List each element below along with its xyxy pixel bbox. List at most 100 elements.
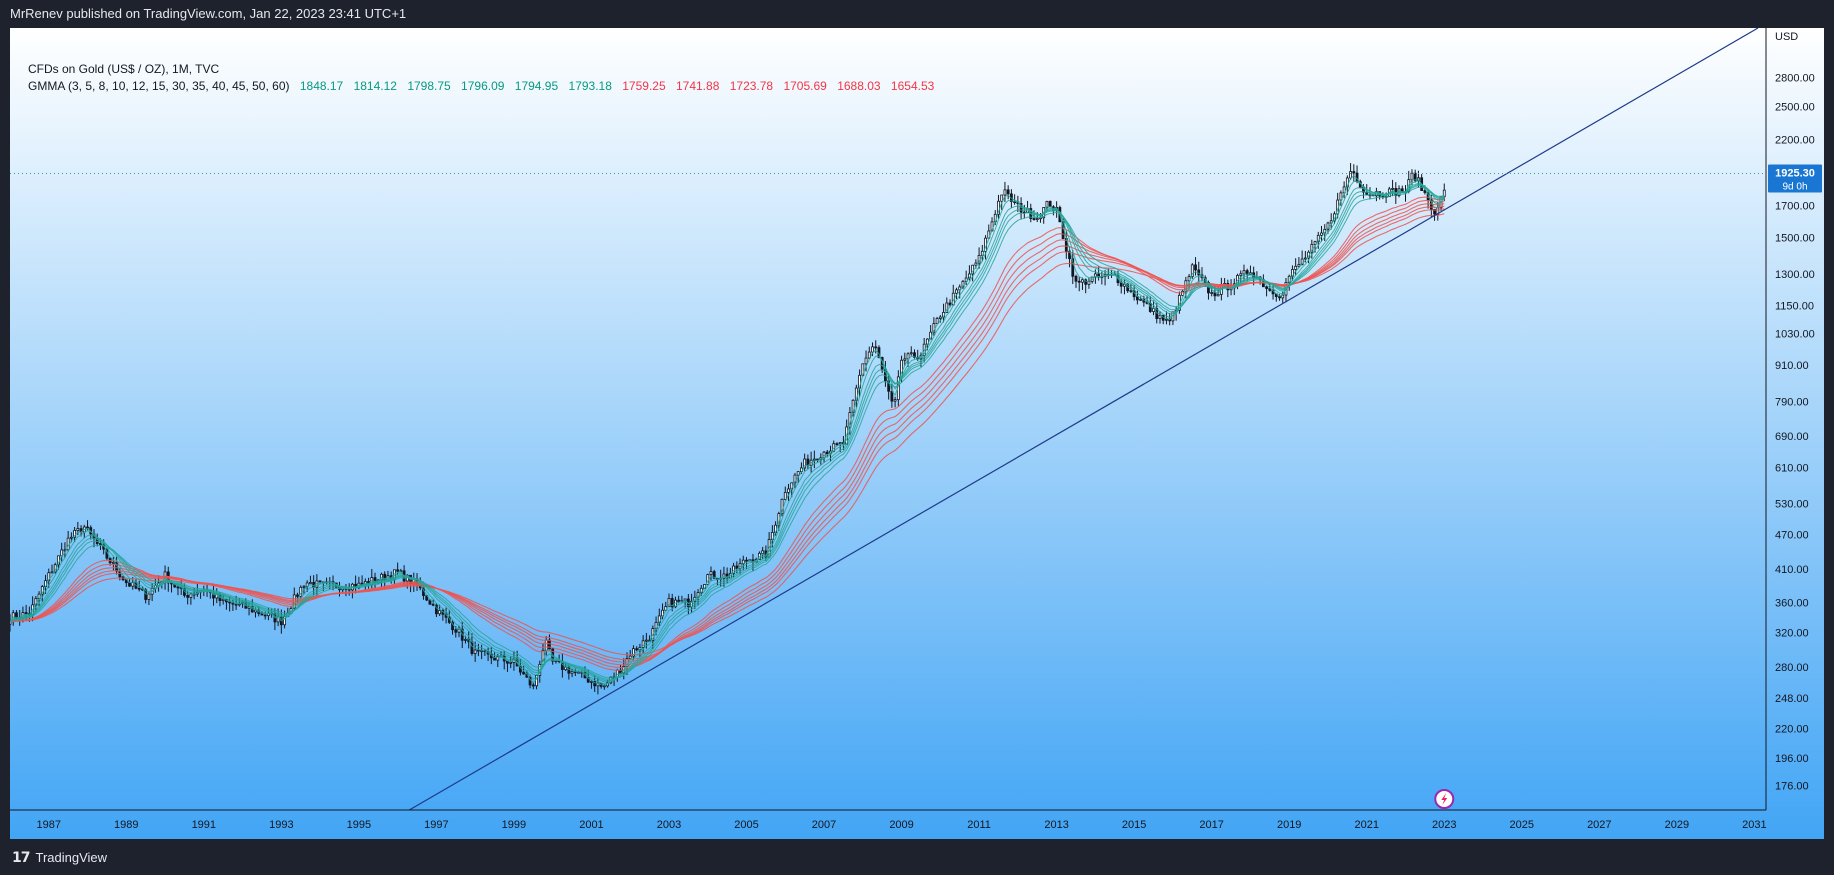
gmma-label: GMMA (3, 5, 8, 10, 12, 15, 30, 35, 40, 4… [28, 79, 290, 93]
candle [50, 571, 54, 574]
time-tick-label: 1993 [269, 819, 293, 831]
candle [296, 594, 299, 597]
candle [1278, 296, 1281, 299]
candle [712, 571, 716, 579]
candle [522, 671, 526, 675]
candle [735, 565, 739, 569]
price-axis[interactable]: 176.00 196.00 220.00 248.00 280.00 320.00 360.… [1765, 28, 1815, 810]
time-tick-label: 2025 [1510, 819, 1534, 831]
candle [893, 399, 897, 402]
publish-header: MrRenev published on TradingView.com, Ja… [0, 0, 1834, 28]
candle [318, 580, 322, 583]
candle [1413, 172, 1417, 182]
gmma-short-value: 1796.09 [461, 79, 505, 93]
candle [803, 458, 807, 469]
candle [1423, 190, 1427, 193]
candle [670, 598, 674, 608]
time-tick-label: 1999 [502, 819, 526, 831]
candle [137, 587, 141, 590]
trendline[interactable] [408, 28, 1759, 811]
candle [835, 443, 839, 446]
candle [1135, 296, 1139, 301]
candle [667, 598, 671, 607]
candle [958, 286, 962, 291]
price-tick-label: 360.00 [1775, 598, 1809, 610]
price-chart[interactable]: 176.00 196.00 220.00 248.00 280.00 320.00 360.… [10, 28, 1824, 839]
candle [1303, 257, 1307, 260]
candle [593, 680, 597, 687]
candle [1242, 270, 1246, 275]
candle [709, 571, 713, 576]
tradingview-logo[interactable]: 𝟭𝟳 TradingView [12, 849, 107, 866]
candle [1084, 279, 1088, 285]
candle [302, 585, 306, 588]
candle [1294, 265, 1298, 270]
candle [544, 639, 548, 651]
candle [509, 661, 513, 664]
candle [906, 353, 910, 360]
price-tick-label: 1700.00 [1775, 200, 1815, 212]
candle [938, 316, 942, 319]
candle [1048, 200, 1052, 208]
time-tick-label: 2031 [1742, 819, 1766, 831]
time-axis[interactable]: 1987 1989 1991 1993 1995 1997 1999 2001 2003 2005… [10, 809, 1824, 839]
gmma-short-ema-5 [10, 179, 1445, 685]
candle [73, 530, 77, 538]
time-tick-label: 2017 [1199, 819, 1223, 831]
candle [1003, 189, 1007, 196]
price-tick-label: 910.00 [1775, 360, 1809, 372]
candle [496, 656, 500, 661]
candle [176, 586, 180, 589]
gmma-short-value: 1794.95 [514, 79, 559, 93]
price-tick-label: 410.00 [1775, 564, 1809, 576]
gmma-long-value: 1705.69 [783, 79, 827, 93]
price-tick-label: 610.00 [1775, 463, 1809, 475]
candle [1320, 232, 1323, 236]
candle [1032, 218, 1036, 220]
price-tick-label: 320.00 [1775, 628, 1809, 640]
gmma-short-ema-8 [10, 182, 1445, 683]
price-tick-label: 690.00 [1775, 431, 1809, 443]
price-marker: 1925.30 9d 0h [1434, 164, 1822, 809]
gmma-legend[interactable]: GMMA (3, 5, 8, 10, 12, 15, 30, 35, 40, 4… [28, 78, 934, 95]
footer-bar: 𝟭𝟳 TradingView [0, 840, 1834, 875]
time-tick-label: 2019 [1277, 819, 1301, 831]
gmma-short-value: 1798.75 [407, 79, 451, 93]
candle [1352, 171, 1356, 174]
candle [1410, 172, 1414, 181]
candle [128, 582, 131, 587]
time-tick-label: 2013 [1044, 819, 1068, 831]
time-tick-label: 1991 [192, 819, 216, 831]
candle [451, 621, 454, 631]
price-tick-label: 1030.00 [1775, 329, 1815, 341]
price-tick-label: 2800.00 [1775, 73, 1815, 85]
gmma-short-ema-10 [10, 183, 1445, 682]
candle [396, 569, 400, 572]
candle [1433, 209, 1436, 215]
time-tick-label: 1997 [424, 819, 448, 831]
symbol-legend[interactable]: CFDs on Gold (US$ / OZ), 1M, TVC [28, 62, 220, 76]
price-tick-label: 280.00 [1775, 662, 1809, 674]
candle [1239, 273, 1243, 276]
candle [1035, 218, 1039, 221]
candle [86, 526, 89, 529]
time-tick-label: 2027 [1587, 819, 1611, 831]
candle [909, 352, 913, 355]
trendline-layer[interactable] [10, 28, 1766, 811]
candle [473, 649, 477, 654]
candle [438, 610, 442, 615]
candle [99, 543, 102, 546]
gmma-layer [10, 175, 1445, 686]
price-tick-label: 1500.00 [1775, 232, 1815, 244]
time-tick-label: 2005 [734, 819, 758, 831]
price-tick-label: 176.00 [1775, 781, 1809, 793]
candle [464, 638, 467, 641]
candle [1074, 275, 1078, 282]
candle [890, 390, 894, 402]
chart-legend: CFDs on Gold (US$ / OZ), 1M, TVC GMMA (3… [28, 61, 934, 95]
candle [1216, 293, 1220, 297]
candle [1000, 194, 1004, 202]
candle [1313, 241, 1317, 245]
time-tick-label: 2001 [579, 819, 603, 831]
candle [1077, 280, 1081, 283]
